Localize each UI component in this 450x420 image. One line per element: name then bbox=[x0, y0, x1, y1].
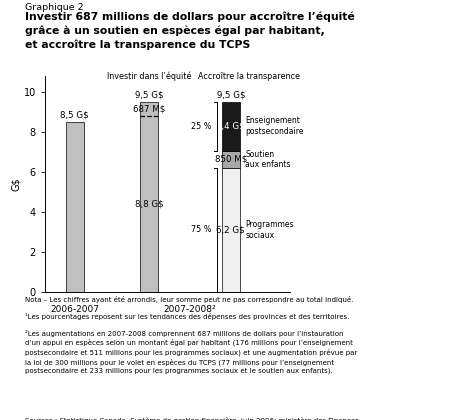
Bar bbox=[140, 102, 158, 292]
Text: Investir 687 millions de dollars pour accroître l’équité
grâce à un soutien en e: Investir 687 millions de dollars pour ac… bbox=[25, 12, 355, 50]
Text: 8,8 G$: 8,8 G$ bbox=[135, 199, 163, 208]
Text: 2006-2007: 2006-2007 bbox=[50, 305, 99, 314]
Bar bbox=[66, 122, 84, 292]
Text: 6,2 G$: 6,2 G$ bbox=[216, 225, 245, 234]
Bar bbox=[222, 151, 240, 168]
Text: Enseignement
postsecondaire: Enseignement postsecondaire bbox=[245, 116, 304, 136]
Text: 850 M$: 850 M$ bbox=[215, 155, 247, 164]
Text: 25 %: 25 % bbox=[191, 122, 212, 131]
Text: 9,5 G$: 9,5 G$ bbox=[135, 90, 163, 99]
Text: 8,5 G$: 8,5 G$ bbox=[60, 110, 89, 119]
Text: Graphique 2: Graphique 2 bbox=[25, 3, 83, 12]
Text: Nota – Les chiffres ayant été arrondis, leur somme peut ne pas correspondre au t: Nota – Les chiffres ayant été arrondis, … bbox=[25, 296, 353, 303]
Text: Investir dans l’équité: Investir dans l’équité bbox=[107, 71, 191, 81]
Bar bbox=[222, 168, 240, 292]
Text: ¹Les pourcentages reposent sur les tendances des dépenses des provinces et des t: ¹Les pourcentages reposent sur les tenda… bbox=[25, 313, 349, 320]
Y-axis label: G$: G$ bbox=[11, 177, 21, 191]
Text: Accroître la transparence: Accroître la transparence bbox=[198, 71, 301, 81]
Text: 2007-2008²: 2007-2008² bbox=[164, 305, 216, 314]
Text: Programmes
sociaux: Programmes sociaux bbox=[245, 220, 294, 239]
Bar bbox=[222, 102, 240, 151]
Text: 75 %: 75 % bbox=[191, 225, 212, 234]
Text: 2,4 G$: 2,4 G$ bbox=[216, 122, 245, 131]
Text: 687 M$: 687 M$ bbox=[133, 104, 165, 113]
Text: Soutien
aux enfants: Soutien aux enfants bbox=[245, 150, 291, 169]
Text: Sources : Statistique Canada, Système de gestion financière, juin 2006; ministèr: Sources : Statistique Canada, Système de… bbox=[25, 417, 359, 420]
Text: 9,5 G$: 9,5 G$ bbox=[216, 90, 245, 99]
Text: ²Les augmentations en 2007-2008 comprennent 687 millions de dollars pour l’insta: ²Les augmentations en 2007-2008 comprenn… bbox=[25, 330, 357, 374]
